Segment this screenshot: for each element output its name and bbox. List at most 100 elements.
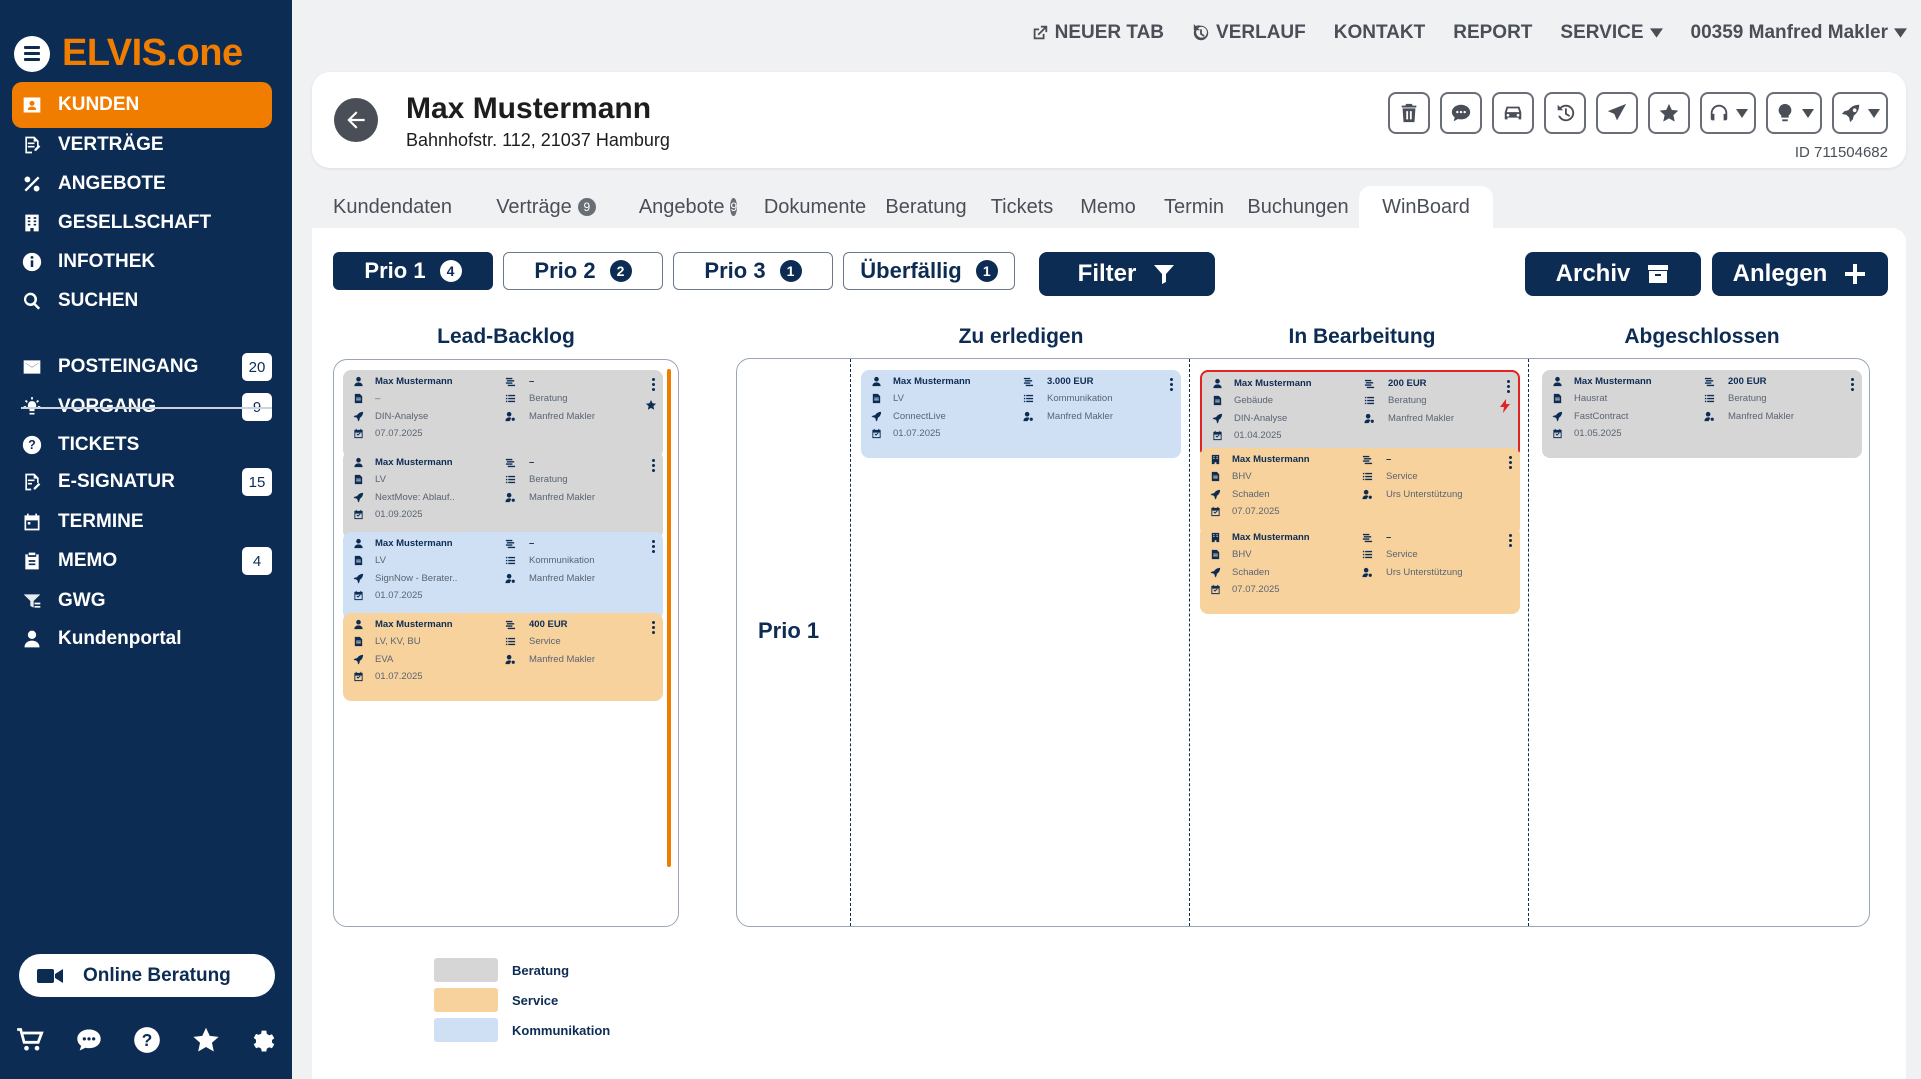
card-product: Gebäude	[1234, 395, 1274, 406]
card-product: LV	[375, 474, 386, 485]
user-menu-dropdown[interactable]: 00359 Manfred Makler	[1691, 22, 1907, 44]
tab-memo[interactable]: Memo	[1065, 186, 1151, 228]
more-vertical-icon[interactable]	[652, 540, 655, 553]
calendar-icon	[1212, 430, 1223, 441]
back-button[interactable]	[334, 98, 378, 142]
sidebar-item-termine[interactable]: TERMINE	[12, 499, 272, 545]
backlog-scrollbar[interactable]	[667, 369, 671, 867]
card-task: NextMove: Ablauf..	[375, 492, 455, 503]
vehicle-button[interactable]	[1492, 92, 1534, 134]
task-card[interactable]: Max Mustermann – BHV Service Schaden Urs Unte…	[1200, 526, 1520, 614]
count-badge: 15	[242, 468, 272, 496]
caret-down-icon	[1802, 108, 1814, 118]
history-button[interactable]	[1544, 92, 1586, 134]
sidebar-item-tickets[interactable]: ? TICKETS	[12, 422, 272, 468]
settings-gear-icon[interactable]	[246, 1022, 282, 1058]
user-cog-icon	[1362, 567, 1373, 578]
task-card[interactable]: Max Mustermann 200 EUR Hausrat Beratung Fast…	[1542, 370, 1862, 458]
tab-angebote[interactable]: Angebote 9	[619, 186, 757, 228]
star-icon[interactable]	[188, 1022, 224, 1058]
chat-icon[interactable]	[71, 1022, 107, 1058]
task-card[interactable]: Max Mustermann – – Beratung DIN-Analyse Manfr…	[343, 370, 663, 458]
more-vertical-icon[interactable]	[1509, 456, 1512, 469]
more-vertical-icon[interactable]	[652, 621, 655, 634]
task-card[interactable]: Max Mustermann – LV Kommunikation SignNow - …	[343, 532, 663, 620]
history-link[interactable]: VERLAUF	[1192, 22, 1306, 44]
sidebar-item-verträge[interactable]: VERTRÄGE	[12, 122, 272, 168]
tab-winboard[interactable]: WinBoard	[1359, 186, 1493, 228]
report-link[interactable]: REPORT	[1453, 22, 1532, 44]
cart-icon[interactable]	[12, 1022, 48, 1058]
sidebar-item-angebote[interactable]: ANGEBOTE	[12, 161, 272, 207]
filter-prio-2-button[interactable]: Prio 2 2	[503, 252, 663, 290]
card-date: 01.09.2025	[375, 509, 423, 520]
filter-overdue-button[interactable]: Überfällig 1	[843, 252, 1015, 290]
task-card[interactable]: Max Mustermann 3.000 EUR LV Kommunikation Co…	[861, 370, 1181, 458]
sidebar-item-gesellschaft[interactable]: GESELLSCHAFT	[12, 200, 272, 246]
sidebar-item-kundenportal[interactable]: Kundenportal	[12, 616, 272, 662]
sidebar-item-infothek[interactable]: INFOTHEK	[12, 239, 272, 285]
tab-termin[interactable]: Termin	[1151, 186, 1237, 228]
more-vertical-icon[interactable]	[1170, 378, 1173, 391]
filter-prio-1-button[interactable]: Prio 1 4	[333, 252, 493, 290]
sidebar-item-gwg[interactable]: GWG	[12, 578, 272, 624]
ideas-dropdown[interactable]	[1766, 92, 1822, 134]
more-vertical-icon[interactable]	[652, 459, 655, 472]
online-consulting-button[interactable]: Online Beratung	[19, 954, 275, 997]
contact-link[interactable]: KONTAKT	[1334, 22, 1425, 44]
list-icon	[505, 393, 516, 404]
send-button[interactable]	[1596, 92, 1638, 134]
sidebar-item-e-signatur[interactable]: E-SIGNATUR 15	[12, 459, 272, 505]
tab-label: Beratung	[885, 195, 967, 218]
rocket-icon	[1212, 413, 1223, 424]
help-icon[interactable]: ?	[129, 1022, 165, 1058]
more-vertical-icon[interactable]	[1509, 534, 1512, 547]
more-vertical-icon[interactable]	[1851, 378, 1854, 391]
more-vertical-icon[interactable]	[1507, 380, 1510, 393]
sidebar-item-kunden[interactable]: KUNDEN	[12, 82, 272, 128]
tab-verträge[interactable]: Verträge 9	[473, 186, 619, 228]
support-dropdown[interactable]	[1700, 92, 1756, 134]
tab-beratung[interactable]: Beratung	[873, 186, 979, 228]
card-owner: Manfred Makler	[1728, 411, 1794, 422]
filter-button[interactable]: Filter	[1039, 252, 1215, 296]
star-icon[interactable]	[645, 399, 657, 411]
service-dropdown[interactable]: SERVICE	[1560, 22, 1663, 44]
calendar-icon	[1210, 506, 1221, 517]
gwg-icon	[20, 589, 44, 613]
tab-buchungen[interactable]: Buchungen	[1237, 186, 1359, 228]
delete-button[interactable]	[1388, 92, 1430, 134]
task-card[interactable]: Max Mustermann 200 EUR Gebäude Beratung DIN-…	[1200, 370, 1520, 458]
card-category: Beratung	[529, 474, 568, 485]
legend-swatch	[434, 1018, 498, 1042]
user-cog-icon	[505, 573, 516, 584]
sidebar-item-posteingang[interactable]: POSTEINGANG 20	[12, 344, 272, 390]
task-card[interactable]: Max Mustermann – BHV Service Schaden Urs Unte…	[1200, 448, 1520, 536]
chat-button[interactable]	[1440, 92, 1482, 134]
filter-prio-3-button[interactable]: Prio 3 1	[673, 252, 833, 290]
money-stack-icon	[505, 538, 516, 549]
launch-dropdown[interactable]	[1832, 92, 1888, 134]
tab-tickets[interactable]: Tickets	[979, 186, 1065, 228]
tab-label: Dokumente	[763, 195, 867, 218]
tab-dokumente[interactable]: Dokumente	[757, 186, 873, 228]
list-icon	[1364, 395, 1375, 406]
menu-icon[interactable]	[14, 35, 50, 72]
create-button[interactable]: Anlegen	[1712, 252, 1888, 296]
rocket-icon	[871, 411, 882, 422]
calendar-icon	[20, 510, 44, 534]
calendar-icon	[1210, 584, 1221, 595]
task-card[interactable]: Max Mustermann – LV Beratung NextMove: Ablau…	[343, 451, 663, 539]
sidebar-item-suchen[interactable]: SUCHEN	[12, 278, 272, 324]
more-vertical-icon[interactable]	[652, 378, 655, 391]
app-logo[interactable]: ELVIS.one	[14, 32, 243, 75]
task-card[interactable]: Max Mustermann 400 EUR LV, KV, BU Service EV…	[343, 613, 663, 701]
favorite-button[interactable]	[1648, 92, 1690, 134]
archive-button[interactable]: Archiv	[1525, 252, 1701, 296]
sidebar-item-label: ANGEBOTE	[58, 173, 166, 194]
new-tab-link[interactable]: NEUER TAB	[1031, 22, 1164, 44]
legend-label: Service	[512, 992, 559, 1008]
sidebar-item-memo[interactable]: MEMO 4	[12, 538, 272, 584]
tab-kundendaten[interactable]: Kundendaten	[312, 186, 473, 228]
calendar-icon	[1552, 428, 1563, 439]
